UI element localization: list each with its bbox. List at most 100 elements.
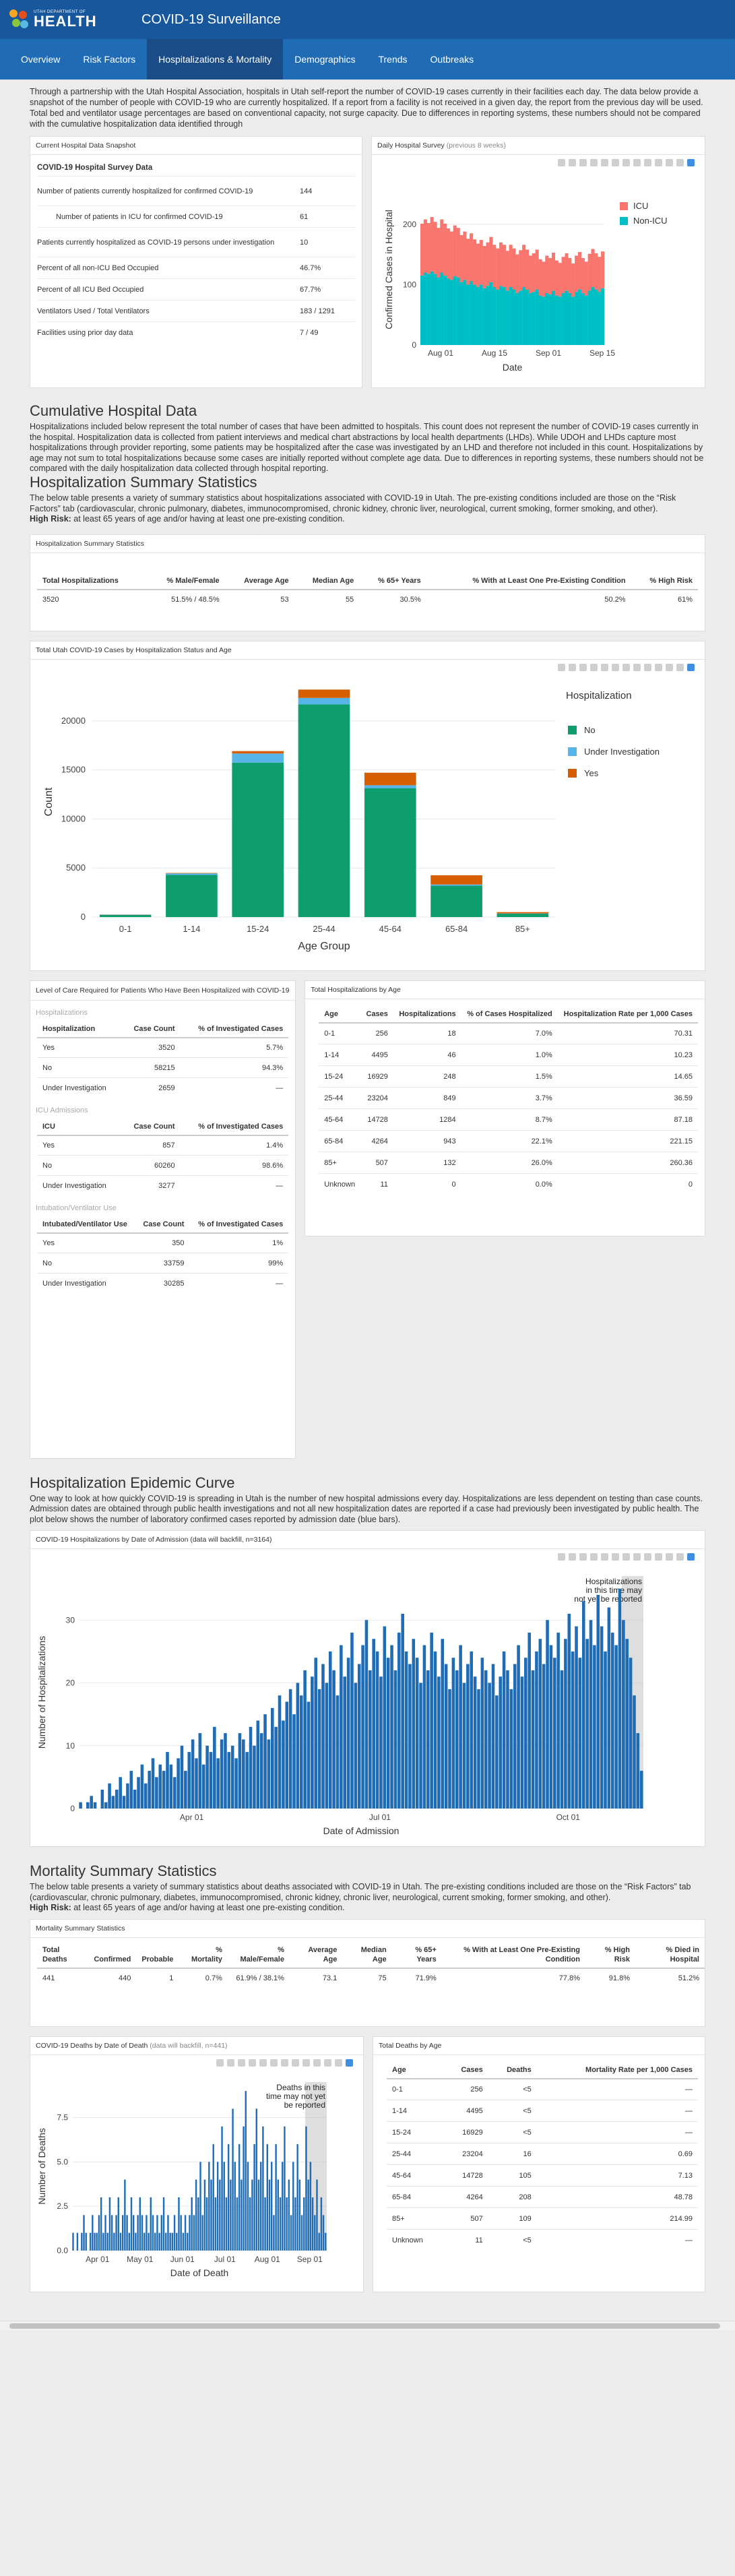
camera-icon[interactable]	[558, 159, 565, 166]
bar-icu[interactable]	[525, 249, 530, 290]
bar-non-icu[interactable]	[581, 292, 585, 345]
bar[interactable]	[575, 1626, 578, 1809]
bar[interactable]	[216, 1758, 220, 1809]
bar[interactable]	[213, 1726, 216, 1809]
bar[interactable]	[132, 2214, 135, 2251]
bar[interactable]	[455, 1670, 459, 1809]
bar-non-icu[interactable]	[505, 290, 509, 345]
bar[interactable]	[466, 1664, 470, 1809]
zoom-out-icon[interactable]	[281, 2059, 288, 2067]
bar[interactable]	[430, 1632, 433, 1809]
reset-axes-icon[interactable]	[302, 2059, 310, 2067]
bar[interactable]	[257, 2179, 260, 2251]
box-select-icon[interactable]	[590, 663, 598, 671]
reset-axes-icon[interactable]	[644, 663, 651, 671]
bar-non-icu[interactable]	[486, 286, 490, 345]
bar[interactable]	[94, 2232, 96, 2251]
bar[interactable]	[76, 2232, 79, 2251]
bar[interactable]	[610, 1632, 614, 1809]
bar[interactable]	[171, 2232, 174, 2251]
lasso-icon[interactable]	[259, 2059, 267, 2067]
bar[interactable]	[199, 2161, 201, 2251]
bar[interactable]	[154, 2232, 156, 2251]
bar[interactable]	[422, 1645, 426, 1809]
bar-icu[interactable]	[538, 259, 542, 296]
bar-icu[interactable]	[423, 219, 427, 273]
bar[interactable]	[275, 2143, 277, 2251]
bar-icu[interactable]	[473, 239, 477, 285]
zoom-out-icon[interactable]	[622, 159, 630, 166]
bar-non-icu[interactable]	[426, 274, 430, 345]
bar[interactable]	[249, 1726, 253, 1809]
bar[interactable]	[129, 1771, 133, 1809]
bar[interactable]	[227, 2143, 230, 2251]
bar-icu[interactable]	[499, 242, 503, 286]
bar[interactable]	[278, 1695, 282, 1809]
bar[interactable]	[288, 1689, 292, 1809]
bar[interactable]	[139, 2197, 141, 2251]
bar[interactable]	[279, 2197, 282, 2251]
bar-non-icu[interactable]	[554, 295, 558, 345]
bar[interactable]	[253, 1745, 256, 1809]
bar[interactable]	[320, 2197, 323, 2251]
bar-non-icu[interactable]	[512, 289, 516, 345]
pan-icon[interactable]	[579, 1553, 587, 1561]
bar-icu[interactable]	[492, 245, 497, 287]
bar-non-icu[interactable]	[542, 296, 546, 345]
bar[interactable]	[191, 2197, 193, 2251]
bar-icu[interactable]	[505, 251, 509, 291]
bar[interactable]	[205, 1745, 209, 1809]
bar[interactable]	[564, 1639, 567, 1809]
box-select-icon[interactable]	[590, 159, 598, 166]
bar-non-icu[interactable]	[499, 286, 503, 345]
bar[interactable]	[369, 1670, 372, 1809]
bar[interactable]	[268, 2179, 271, 2251]
bar-non-icu[interactable]	[463, 280, 467, 345]
bar-non-icu[interactable]	[598, 292, 602, 345]
bar[interactable]	[271, 2161, 273, 2251]
bar-icu[interactable]	[426, 223, 430, 274]
box-select-icon[interactable]	[590, 1553, 598, 1561]
bar-non-icu[interactable]	[449, 280, 453, 345]
bar-under-investigation[interactable]	[430, 884, 482, 885]
lasso-icon[interactable]	[601, 663, 608, 671]
hover-compare-icon[interactable]	[335, 2059, 342, 2067]
bar[interactable]	[401, 1613, 404, 1809]
bar[interactable]	[121, 2214, 124, 2251]
bar[interactable]	[633, 1695, 636, 1809]
bar[interactable]	[303, 1670, 307, 1809]
bar-non-icu[interactable]	[548, 294, 552, 345]
bar-icu[interactable]	[558, 263, 562, 297]
bar[interactable]	[143, 1783, 148, 1809]
bar[interactable]	[92, 2214, 94, 2251]
hover-closest-icon[interactable]	[666, 663, 673, 671]
bar[interactable]	[110, 2214, 113, 2251]
bar-icu[interactable]	[479, 240, 483, 285]
bar[interactable]	[184, 2214, 187, 2251]
zoom-out-icon[interactable]	[622, 1553, 630, 1561]
bar[interactable]	[491, 1664, 495, 1809]
spike-lines-icon[interactable]	[655, 1553, 662, 1561]
bar[interactable]	[225, 2197, 228, 2251]
bar[interactable]	[195, 1758, 198, 1809]
bar[interactable]	[303, 2197, 305, 2251]
daily-survey-chart[interactable]: 0 100 200 Aug 01 Aug 15 Sep 01 Sep 15 Date Confi…	[372, 155, 705, 384]
bar[interactable]	[201, 1764, 205, 1809]
bar-non-icu[interactable]	[584, 295, 588, 345]
bar-non-icu[interactable]	[558, 296, 562, 345]
bar[interactable]	[156, 2214, 158, 2251]
bar-icu[interactable]	[449, 231, 453, 280]
bar[interactable]	[259, 2161, 262, 2251]
bar[interactable]	[167, 2214, 169, 2251]
bar[interactable]	[96, 2232, 98, 2251]
bar[interactable]	[193, 2214, 195, 2251]
bar[interactable]	[100, 2197, 102, 2251]
bar[interactable]	[277, 2179, 280, 2251]
bar[interactable]	[350, 1632, 354, 1809]
bar[interactable]	[152, 2214, 154, 2251]
bar[interactable]	[111, 1796, 115, 1809]
bar[interactable]	[102, 2232, 104, 2251]
bar[interactable]	[296, 1683, 300, 1809]
camera-icon[interactable]	[216, 2059, 224, 2067]
bar[interactable]	[470, 1651, 474, 1809]
